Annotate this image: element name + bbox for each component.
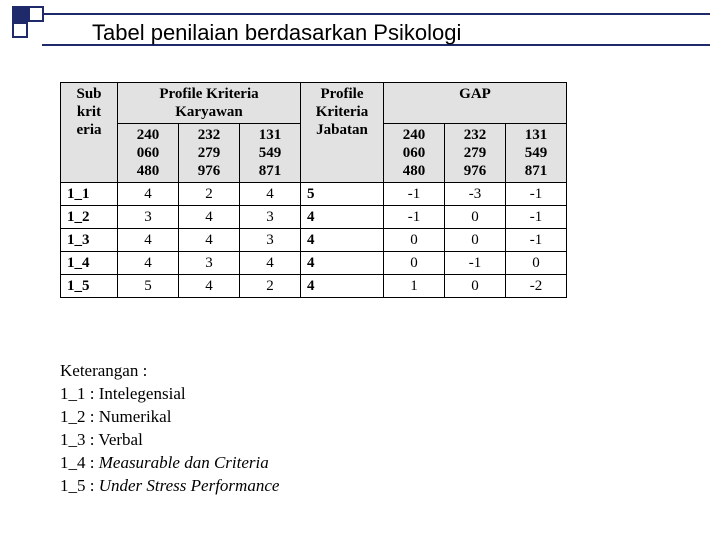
legend: Keterangan : 1_1 : Intelegensial1_2 : Nu… [60, 360, 279, 498]
col-id: 240 060 480 [384, 124, 445, 183]
col-group-profile-karyawan: Profile Kriteria Karyawan [118, 83, 301, 124]
table-cell: 0 [445, 206, 506, 229]
table-row: 1_3443400-1 [61, 229, 567, 252]
table-body: 1_14245-1-3-11_23434-10-11_3443400-11_44… [61, 183, 567, 298]
table-cell: -2 [506, 275, 567, 298]
table-cell: 4 [118, 183, 179, 206]
col-group-gap: GAP [384, 83, 567, 124]
table-cell: 1 [384, 275, 445, 298]
table-cell: 4 [240, 183, 301, 206]
gap-table-container: Sub krit eria Profile Kriteria Karyawan … [60, 82, 567, 298]
table-row: 1_443440-10 [61, 252, 567, 275]
legend-item: 1_5 : Under Stress Performance [60, 475, 279, 498]
table-cell: 3 [118, 206, 179, 229]
table-cell: 4 [301, 206, 384, 229]
legend-value: Under Stress Performance [99, 476, 280, 495]
horizontal-rule [42, 13, 710, 15]
legend-item: 1_1 : Intelegensial [60, 383, 279, 406]
table-cell: 5 [118, 275, 179, 298]
table-cell: 3 [240, 229, 301, 252]
table-cell: 0 [506, 252, 567, 275]
table-cell: 4 [118, 252, 179, 275]
col-subkriteria: Sub krit eria [61, 83, 118, 183]
page: Tabel penilaian berdasarkan Psikologi Su… [0, 0, 720, 540]
table-cell: 1_2 [61, 206, 118, 229]
table-cell: 4 [240, 252, 301, 275]
table-cell: 2 [179, 183, 240, 206]
legend-value: Numerikal [99, 407, 172, 426]
table-cell: 4 [179, 229, 240, 252]
col-id: 240 060 480 [118, 124, 179, 183]
table-cell: 0 [445, 229, 506, 252]
table-cell: 0 [445, 275, 506, 298]
table-row: 1_5542410-2 [61, 275, 567, 298]
table-cell: 1_5 [61, 275, 118, 298]
legend-key: 1_5 : [60, 476, 99, 495]
deco-square-icon [12, 6, 28, 22]
legend-item: 1_4 : Measurable dan Criteria [60, 452, 279, 475]
col-id: 131 549 871 [240, 124, 301, 183]
legend-key: 1_1 : [60, 384, 99, 403]
table-cell: 5 [301, 183, 384, 206]
legend-key: 1_2 : [60, 407, 99, 426]
page-title: Tabel penilaian berdasarkan Psikologi [92, 20, 461, 46]
legend-value: Measurable dan Criteria [99, 453, 269, 472]
table-cell: 1_1 [61, 183, 118, 206]
table-row: 1_14245-1-3-1 [61, 183, 567, 206]
table-cell: 0 [384, 252, 445, 275]
gap-table: Sub krit eria Profile Kriteria Karyawan … [60, 82, 567, 298]
legend-items: 1_1 : Intelegensial1_2 : Numerikal1_3 : … [60, 383, 279, 498]
col-id: 232 279 976 [445, 124, 506, 183]
col-profile-jabatan: Profile Kriteria Jabatan [301, 83, 384, 183]
table-cell: -1 [506, 229, 567, 252]
table-cell: 1_3 [61, 229, 118, 252]
table-cell: -1 [506, 206, 567, 229]
table-cell: 3 [240, 206, 301, 229]
legend-value: Intelegensial [99, 384, 186, 403]
table-cell: 3 [179, 252, 240, 275]
table-cell: 4 [301, 275, 384, 298]
table-cell: -3 [445, 183, 506, 206]
legend-item: 1_3 : Verbal [60, 429, 279, 452]
table-header-row: Sub krit eria Profile Kriteria Karyawan … [61, 83, 567, 124]
table-cell: 0 [384, 229, 445, 252]
table-cell: 4 [118, 229, 179, 252]
table-cell: 1_4 [61, 252, 118, 275]
table-cell: 4 [301, 229, 384, 252]
table-cell: 4 [301, 252, 384, 275]
col-id: 131 549 871 [506, 124, 567, 183]
table-cell: -1 [384, 206, 445, 229]
deco-square-icon [12, 22, 28, 38]
table-cell: 4 [179, 275, 240, 298]
table-cell: 2 [240, 275, 301, 298]
table-cell: -1 [445, 252, 506, 275]
col-id: 232 279 976 [179, 124, 240, 183]
legend-item: 1_2 : Numerikal [60, 406, 279, 429]
table-row: 1_23434-10-1 [61, 206, 567, 229]
table-cell: -1 [506, 183, 567, 206]
legend-key: 1_4 : [60, 453, 99, 472]
legend-key: 1_3 : [60, 430, 98, 449]
legend-value: Verbal [98, 430, 142, 449]
legend-title: Keterangan : [60, 360, 279, 383]
table-cell: 4 [179, 206, 240, 229]
table-cell: -1 [384, 183, 445, 206]
